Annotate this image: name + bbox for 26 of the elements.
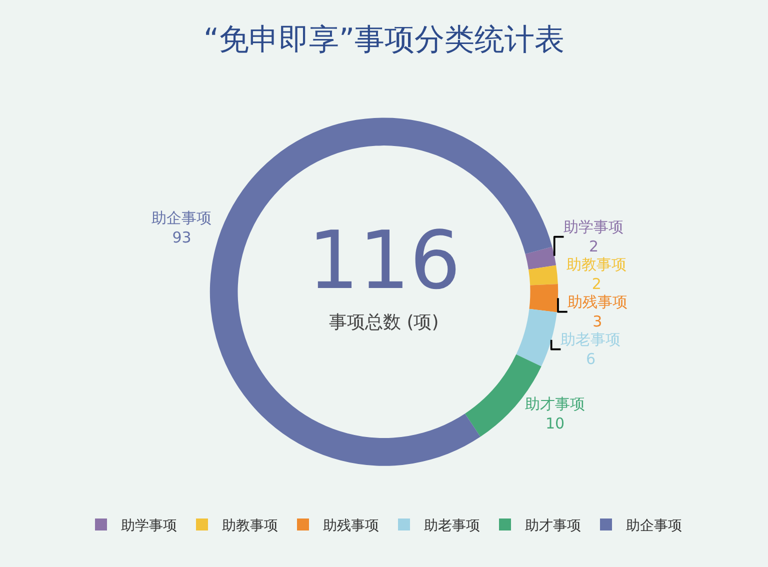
slice-label: 助教事项 xyxy=(566,256,627,274)
data-label: 3 xyxy=(592,312,602,331)
donut-slice xyxy=(516,308,557,366)
slice-label: 助才事项 xyxy=(525,394,586,413)
text: 事项总数 (项) xyxy=(329,312,439,333)
data-label: 10 xyxy=(546,414,565,432)
donut-slice xyxy=(525,246,556,270)
data-label: 93 xyxy=(172,228,192,247)
chart-title: “免申即享”事项分类统计表 xyxy=(203,22,565,58)
data-label: 2 xyxy=(588,238,599,256)
legend-label: 助残事项 xyxy=(323,518,379,534)
slice-label: 助老事项 xyxy=(560,330,621,349)
slice-label: 助残事项 xyxy=(567,293,628,312)
slice-label: 助企事项 xyxy=(152,209,212,228)
legend-label: 助才事项 xyxy=(525,518,581,534)
text: 116 xyxy=(308,214,461,307)
slice-label: 助学事项 xyxy=(564,218,624,236)
donut-slice xyxy=(529,284,558,312)
legend-label: 助企事项 xyxy=(626,518,682,534)
legend-label: 助学事项 xyxy=(121,518,177,534)
donut-slice xyxy=(464,354,542,437)
donut-slice xyxy=(528,265,558,286)
data-label: 2 xyxy=(592,275,602,294)
data-label: 6 xyxy=(586,350,596,368)
legend-label: 助老事项 xyxy=(424,518,480,534)
legend-label: 助教事项 xyxy=(222,518,278,534)
